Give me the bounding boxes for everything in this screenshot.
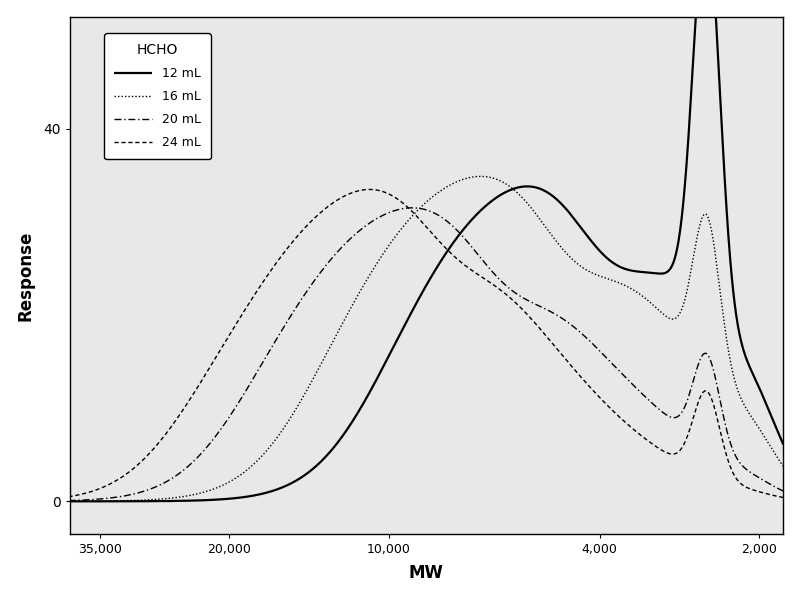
Line: 12 mL: 12 mL (58, 0, 800, 501)
16 mL (68, 498, 78, 505)
16 mL (485, 174, 494, 181)
20 mL (407, 204, 417, 211)
24 mL (485, 279, 494, 286)
Line: 16 mL: 16 mL (58, 176, 800, 501)
12 mL (675, 229, 685, 237)
Legend: 12 mL, 16 mL, 20 mL, 24 mL: 12 mL, 16 mL, 20 mL, 24 mL (104, 34, 211, 159)
20 mL (485, 265, 494, 272)
20 mL (518, 294, 527, 301)
20 mL (720, 418, 730, 425)
24 mL (365, 186, 374, 193)
16 mL (54, 498, 63, 505)
24 mL (54, 495, 63, 502)
Line: 24 mL: 24 mL (58, 189, 800, 501)
20 mL (675, 411, 685, 418)
12 mL (149, 498, 158, 505)
16 mL (675, 309, 685, 316)
16 mL (476, 173, 486, 180)
12 mL (484, 199, 494, 207)
Y-axis label: Response: Response (17, 230, 34, 320)
Line: 20 mL: 20 mL (58, 208, 800, 501)
12 mL (68, 498, 78, 505)
24 mL (675, 447, 685, 454)
24 mL (68, 492, 78, 500)
X-axis label: MW: MW (409, 564, 444, 582)
20 mL (149, 484, 158, 491)
16 mL (149, 496, 158, 503)
16 mL (518, 194, 527, 201)
12 mL (720, 175, 730, 182)
20 mL (54, 497, 63, 504)
12 mL (54, 498, 63, 505)
24 mL (518, 305, 527, 313)
24 mL (149, 445, 158, 452)
20 mL (68, 497, 78, 504)
12 mL (517, 183, 526, 190)
16 mL (720, 322, 730, 329)
24 mL (720, 445, 730, 452)
